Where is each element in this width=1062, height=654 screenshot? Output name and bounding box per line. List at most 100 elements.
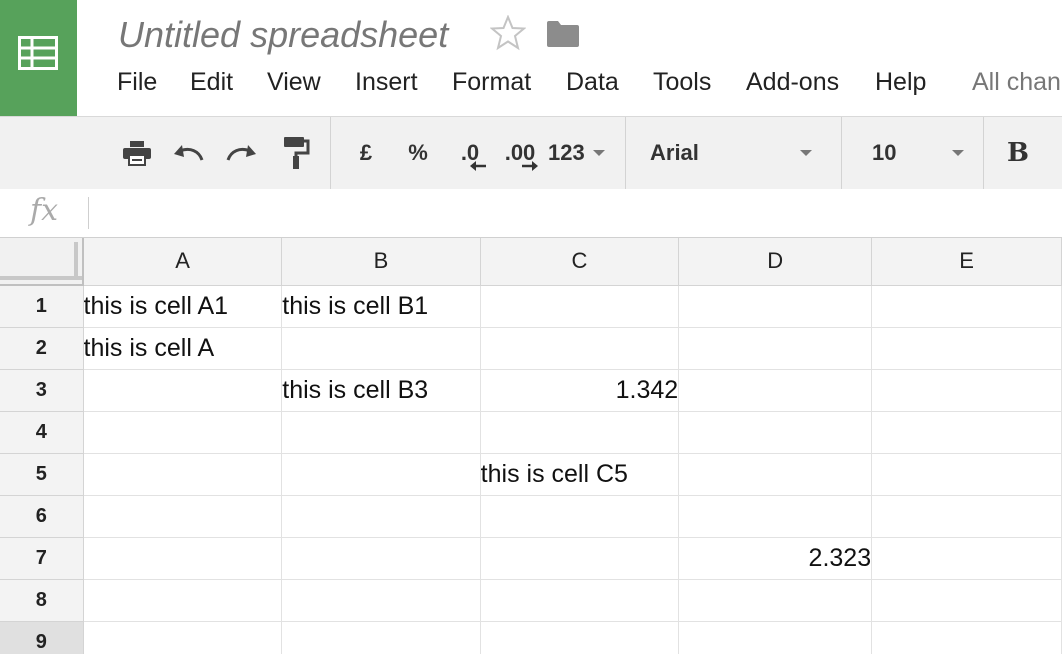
- cell-b2[interactable]: [281, 327, 481, 370]
- cell-b8[interactable]: [281, 579, 481, 622]
- font-family-dropdown[interactable]: Arial: [640, 117, 820, 189]
- paint-format-button[interactable]: [272, 117, 318, 189]
- cell-a2[interactable]: this is cell A: [83, 327, 283, 370]
- toolbar: £ % .0 .00 123 Arial 10 B: [0, 116, 1062, 190]
- folder-icon[interactable]: [546, 20, 580, 48]
- cell-e2[interactable]: [871, 327, 1062, 370]
- font-size-dropdown[interactable]: 10: [858, 117, 968, 189]
- cell-e9[interactable]: [871, 621, 1062, 654]
- cell-a4[interactable]: [83, 411, 283, 454]
- cell-d9[interactable]: [678, 621, 873, 654]
- row-header[interactable]: 4: [0, 411, 84, 454]
- spreadsheet-grid: A B C D E 1 this is cell A1 this is cell…: [0, 238, 1062, 654]
- cell-c1[interactable]: [480, 285, 680, 328]
- font-family-label: Arial: [650, 140, 699, 165]
- cell-b3[interactable]: this is cell B3: [281, 369, 481, 412]
- cell-b7[interactable]: [281, 537, 481, 580]
- print-button[interactable]: [116, 117, 158, 189]
- row-header[interactable]: 8: [0, 579, 84, 622]
- column-header-d[interactable]: D: [678, 238, 873, 286]
- column-header-e[interactable]: E: [871, 238, 1062, 286]
- row-header[interactable]: 1: [0, 285, 84, 328]
- cell-e6[interactable]: [871, 495, 1062, 538]
- sheets-logo[interactable]: [0, 0, 77, 116]
- cell-e1[interactable]: [871, 285, 1062, 328]
- select-all-corner[interactable]: [0, 238, 85, 286]
- menu-data[interactable]: Data: [566, 68, 619, 96]
- column-header-b[interactable]: B: [281, 238, 481, 286]
- percent-format-button[interactable]: %: [400, 117, 436, 189]
- cell-a3[interactable]: [83, 369, 283, 412]
- save-status[interactable]: All chan: [972, 68, 1061, 96]
- row-header[interactable]: 7: [0, 537, 84, 580]
- cell-d6[interactable]: [678, 495, 873, 538]
- cell-d8[interactable]: [678, 579, 873, 622]
- cell-e7[interactable]: [871, 537, 1062, 580]
- cell-a8[interactable]: [83, 579, 283, 622]
- cell-a1[interactable]: this is cell A1: [83, 285, 283, 328]
- cell-d1[interactable]: [678, 285, 873, 328]
- more-formats-dropdown[interactable]: 123: [548, 117, 612, 189]
- toolbar-separator: [841, 117, 842, 189]
- row-header[interactable]: 5: [0, 453, 84, 496]
- cell-a7[interactable]: [83, 537, 283, 580]
- chevron-down-icon: [800, 150, 812, 156]
- cell-c6[interactable]: [480, 495, 680, 538]
- cell-d5[interactable]: [678, 453, 873, 496]
- cell-c4[interactable]: [480, 411, 680, 454]
- cell-e3[interactable]: [871, 369, 1062, 412]
- cell-b9[interactable]: [281, 621, 481, 654]
- row-header[interactable]: 9: [0, 621, 84, 654]
- paint-format-icon: [284, 137, 310, 169]
- chevron-down-icon: [952, 150, 964, 156]
- cell-c5[interactable]: this is cell C5: [480, 453, 680, 496]
- table-row: 7 2.323: [0, 537, 1062, 580]
- cell-e5[interactable]: [871, 453, 1062, 496]
- increase-decimal-button[interactable]: .00: [498, 117, 542, 189]
- menu-edit[interactable]: Edit: [190, 68, 234, 96]
- star-icon[interactable]: [490, 15, 526, 51]
- undo-button[interactable]: [168, 117, 210, 189]
- menu-addons[interactable]: Add-ons: [746, 68, 840, 96]
- menu-insert[interactable]: Insert: [355, 68, 418, 96]
- formula-separator: [88, 197, 89, 229]
- menu-view[interactable]: View: [267, 68, 321, 96]
- menu-tools[interactable]: Tools: [653, 68, 712, 96]
- cell-d7[interactable]: 2.323: [678, 537, 873, 580]
- cell-b4[interactable]: [281, 411, 481, 454]
- cell-c3[interactable]: 1.342: [480, 369, 680, 412]
- cell-b5[interactable]: [281, 453, 481, 496]
- cell-b6[interactable]: [281, 495, 481, 538]
- row-header[interactable]: 3: [0, 369, 84, 412]
- row-header[interactable]: 6: [0, 495, 84, 538]
- column-header-a[interactable]: A: [83, 238, 283, 286]
- menu-file[interactable]: File: [117, 68, 158, 96]
- cell-d4[interactable]: [678, 411, 873, 454]
- cell-c7[interactable]: [480, 537, 680, 580]
- redo-button[interactable]: [220, 117, 262, 189]
- cell-c2[interactable]: [480, 327, 680, 370]
- menu-format[interactable]: Format: [452, 68, 532, 96]
- cell-c9[interactable]: [480, 621, 680, 654]
- cell-c8[interactable]: [480, 579, 680, 622]
- cell-b1[interactable]: this is cell B1: [281, 285, 481, 328]
- formula-input[interactable]: [100, 199, 1044, 229]
- arrow-left-icon: [470, 161, 486, 171]
- table-row: 8: [0, 579, 1062, 622]
- table-row: 6: [0, 495, 1062, 538]
- cell-d3[interactable]: [678, 369, 873, 412]
- cell-a5[interactable]: [83, 453, 283, 496]
- document-title[interactable]: Untitled spreadsheet: [118, 14, 449, 55]
- currency-format-button[interactable]: £: [350, 117, 382, 189]
- column-header-c[interactable]: C: [480, 238, 680, 286]
- bold-button[interactable]: B: [998, 117, 1038, 189]
- cell-d2[interactable]: [678, 327, 873, 370]
- menu-help[interactable]: Help: [875, 68, 927, 96]
- print-icon: [123, 141, 151, 166]
- cell-a6[interactable]: [83, 495, 283, 538]
- cell-a9[interactable]: [83, 621, 283, 654]
- cell-e8[interactable]: [871, 579, 1062, 622]
- cell-e4[interactable]: [871, 411, 1062, 454]
- row-header[interactable]: 2: [0, 327, 84, 370]
- decrease-decimal-button[interactable]: .0: [450, 117, 490, 189]
